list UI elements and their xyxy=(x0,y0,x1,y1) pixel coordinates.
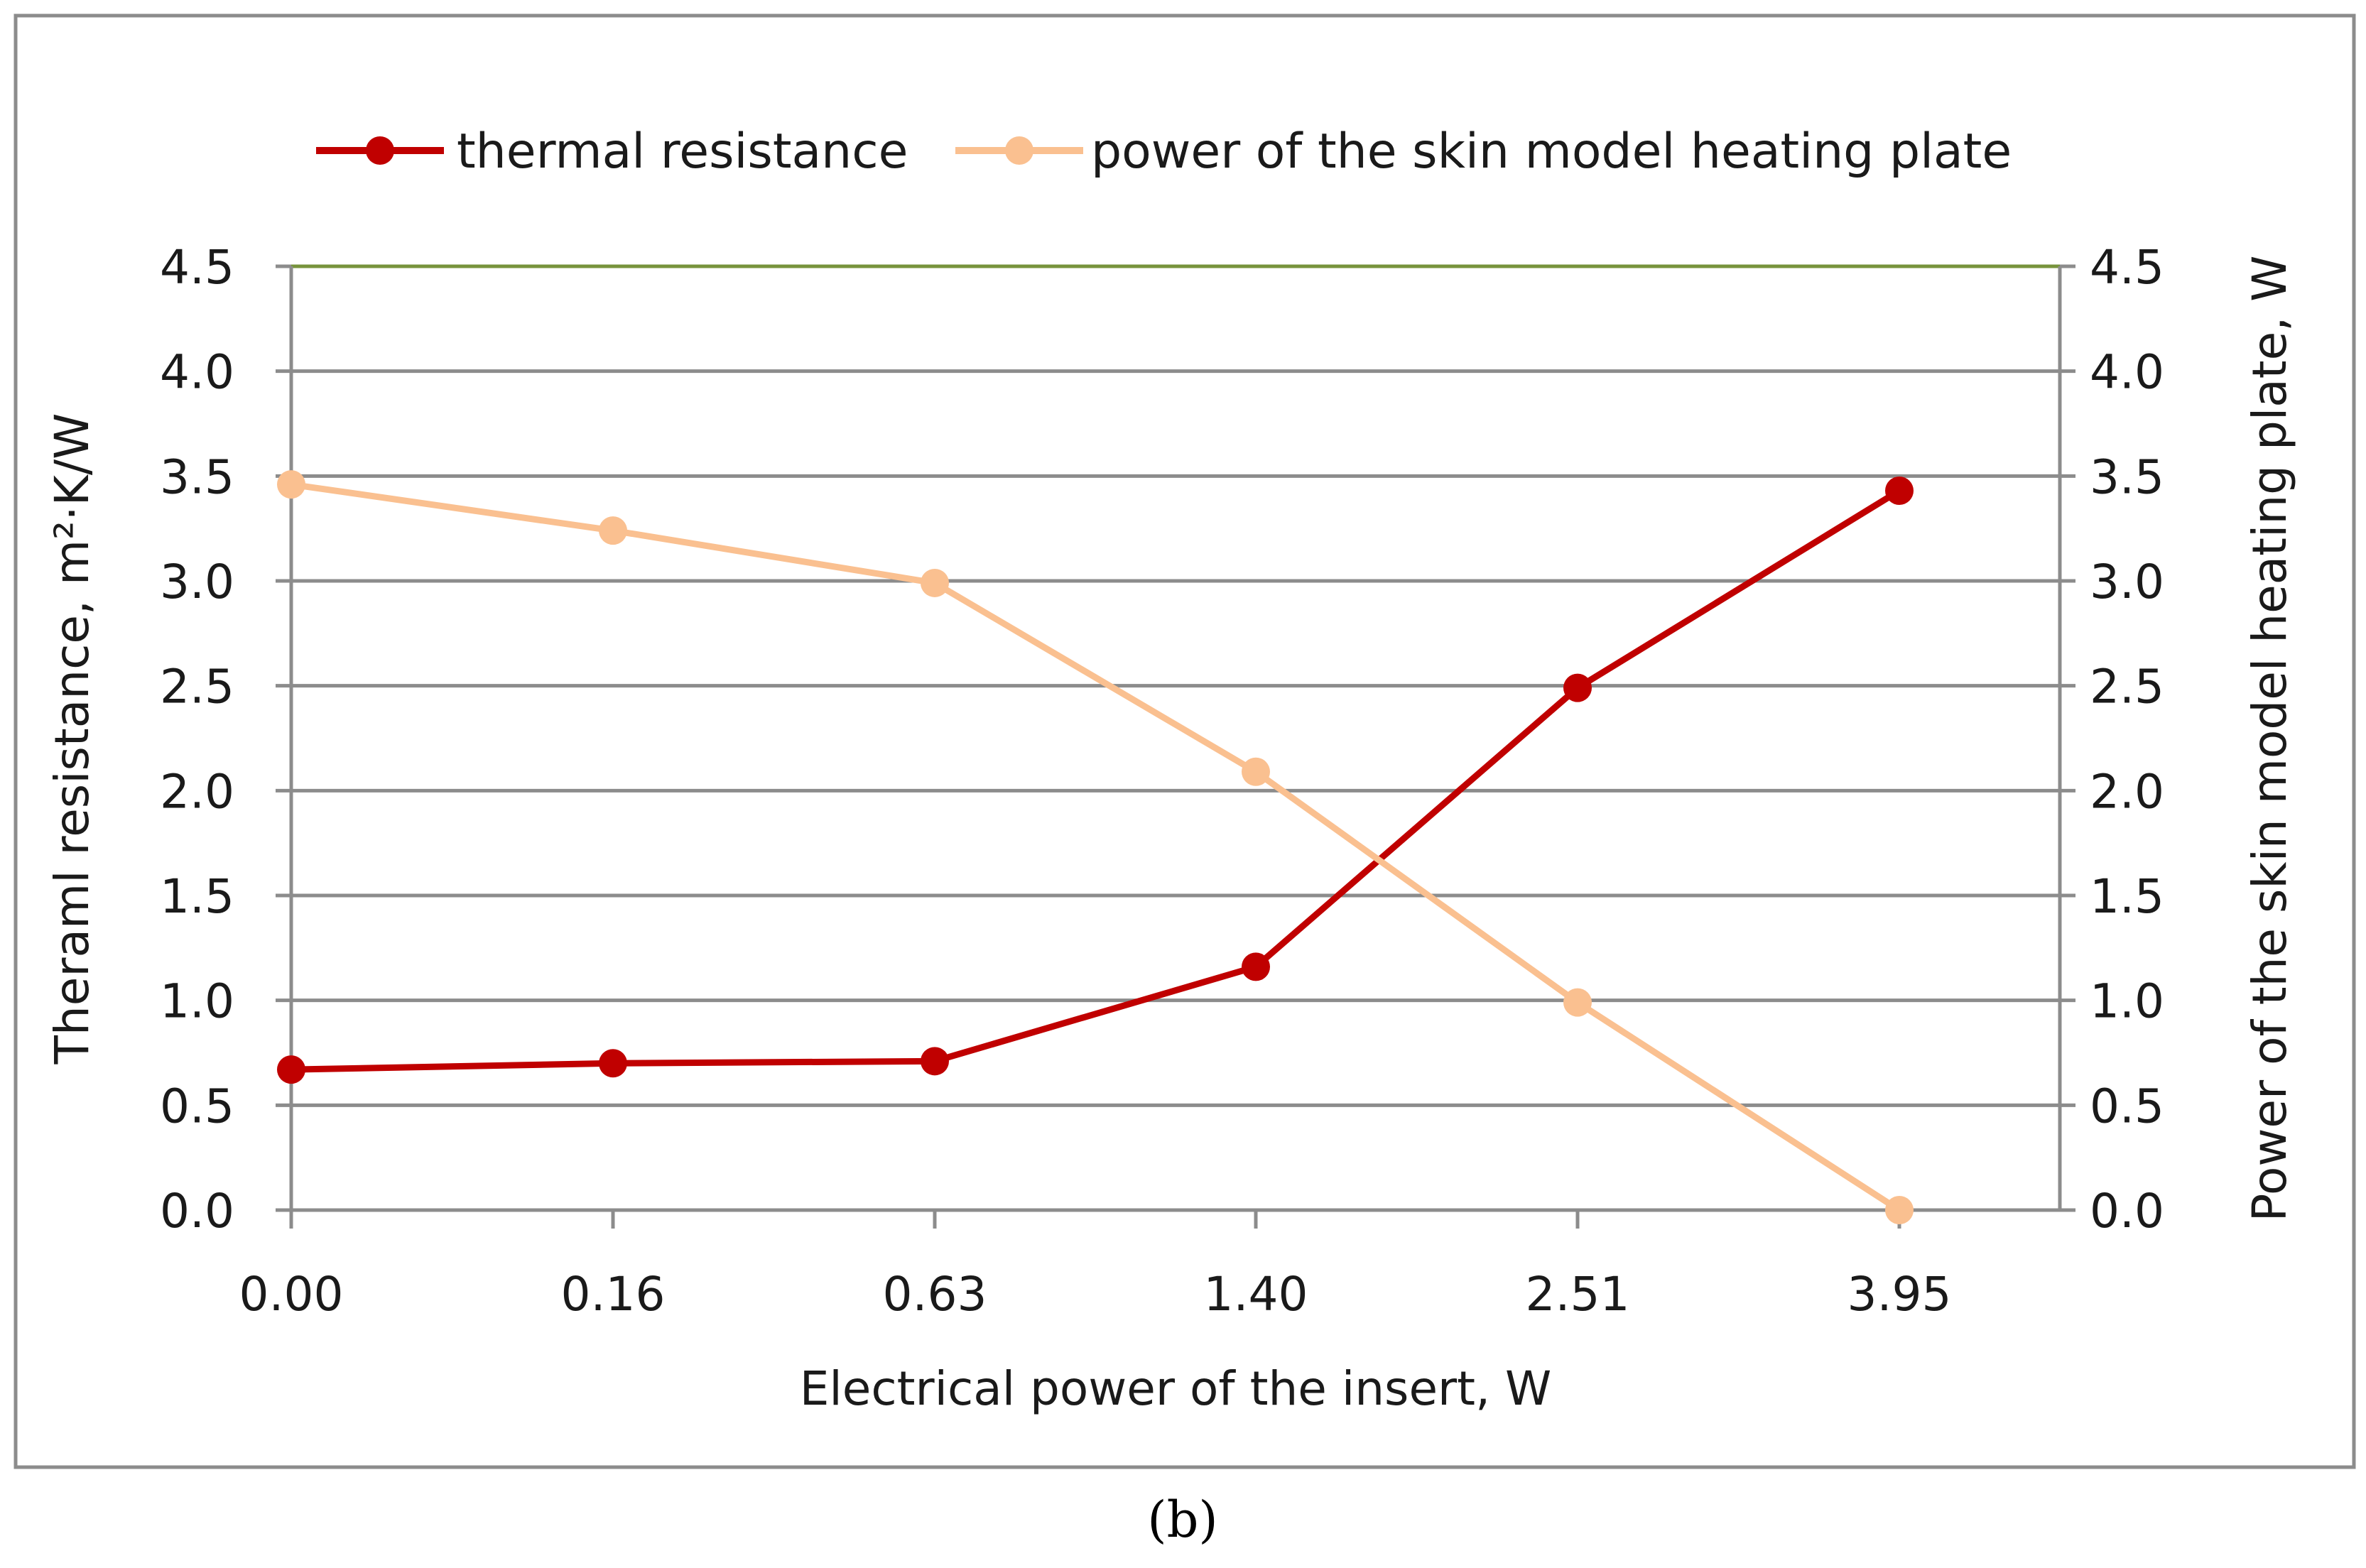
legend-label-heating-plate-power: power of the skin model heating plate xyxy=(1091,124,2012,180)
data-point-heating-plate-power xyxy=(1563,988,1592,1017)
right-tick-label: 2.5 xyxy=(2090,660,2164,714)
data-point-thermal-resistance xyxy=(921,1047,949,1076)
data-point-thermal-resistance xyxy=(599,1049,627,1078)
data-point-thermal-resistance xyxy=(1885,477,1914,506)
right-tick-label: 2.0 xyxy=(2090,764,2164,819)
legend-marker-heating-plate-power xyxy=(1005,136,1033,165)
data-point-thermal-resistance xyxy=(1242,952,1270,981)
right-tick-label: 4.0 xyxy=(2090,345,2164,400)
figure-caption: (b) xyxy=(1147,1491,1217,1549)
data-point-heating-plate-power xyxy=(277,470,305,499)
left-tick-label: 2.0 xyxy=(160,764,234,819)
x-tick-label: 0.16 xyxy=(561,1267,666,1322)
left-tick-label: 2.5 xyxy=(160,660,234,714)
data-point-thermal-resistance xyxy=(1563,673,1592,702)
series xyxy=(277,470,1914,1224)
right-tick-label: 3.0 xyxy=(2090,555,2164,609)
data-point-heating-plate-power xyxy=(1885,1196,1914,1224)
left-tick-label: 0.0 xyxy=(160,1184,234,1238)
right-tick-label: 1.0 xyxy=(2090,974,2164,1029)
right-tick-label: 0.0 xyxy=(2090,1184,2164,1238)
x-axis-title: Electrical power of the insert, W xyxy=(800,1361,1552,1416)
series-line-heating-plate-power xyxy=(291,481,1901,1213)
left-tick-label: 0.5 xyxy=(160,1079,234,1133)
chart-frame xyxy=(13,13,2356,1469)
x-tick-label: 2.51 xyxy=(1526,1267,1630,1322)
right-axis-title: Power of the skin model heating plate, W xyxy=(2242,256,2297,1222)
left-axis-title: Theraml resistance, m²·K/W xyxy=(45,413,99,1065)
right-axis-ticks: 0.0 0.5 1.0 1.5 2.0 2.5 3.0 3.5 4.0 4.5 xyxy=(2060,240,2164,1238)
right-tick-label: 0.5 xyxy=(2090,1079,2164,1133)
x-tick-label: 0.00 xyxy=(239,1267,344,1322)
legend: thermal resistance power of the skin mod… xyxy=(316,124,2012,180)
right-tick-label: 4.5 xyxy=(2090,240,2164,295)
data-point-heating-plate-power xyxy=(1242,757,1270,786)
data-point-heating-plate-power xyxy=(921,568,949,597)
left-tick-label: 4.5 xyxy=(160,240,234,295)
left-axis-ticks: 0.0 0.5 1.0 1.5 2.0 2.5 3.0 3.5 4.0 4.5 xyxy=(160,240,291,1238)
data-point-thermal-resistance xyxy=(277,1055,305,1084)
left-tick-label: 4.0 xyxy=(160,345,234,400)
right-tick-label: 1.5 xyxy=(2090,869,2164,924)
legend-label-thermal-resistance: thermal resistance xyxy=(457,124,908,180)
x-axis-ticks: 0.00 0.16 0.63 1.40 2.51 3.95 xyxy=(239,1210,1952,1322)
x-tick-label: 1.40 xyxy=(1204,1267,1308,1322)
left-tick-label: 1.5 xyxy=(160,869,234,924)
legend-marker-thermal-resistance xyxy=(366,136,394,165)
gridlines xyxy=(291,264,2060,1107)
x-tick-label: 3.95 xyxy=(1847,1267,1952,1322)
data-point-heating-plate-power xyxy=(599,516,627,545)
left-tick-label: 3.5 xyxy=(160,450,234,504)
series-line-thermal-resistance xyxy=(291,488,1901,1073)
right-tick-label: 3.5 xyxy=(2090,450,2164,504)
left-tick-label: 3.0 xyxy=(160,555,234,609)
x-tick-label: 0.63 xyxy=(883,1267,987,1322)
left-tick-label: 1.0 xyxy=(160,974,234,1029)
